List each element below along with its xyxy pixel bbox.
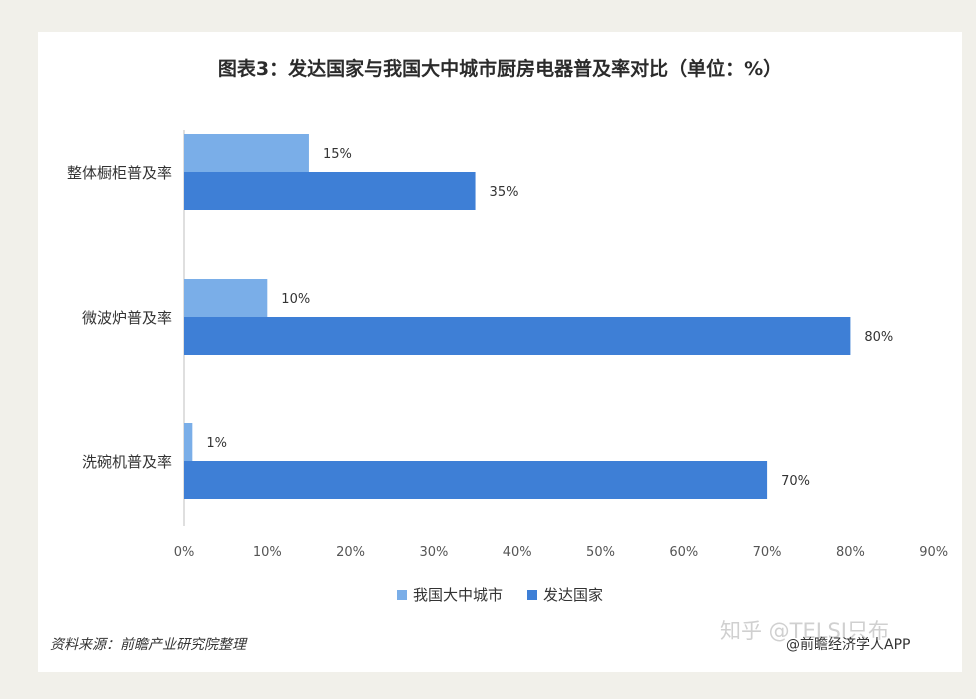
- zhihu-watermark: 知乎 @TELSI只布: [720, 619, 889, 643]
- category-label: 洗碗机普及率: [82, 453, 172, 471]
- credit-note: @前瞻经济学人APP: [786, 637, 911, 653]
- x-tick-label: 80%: [836, 545, 865, 560]
- legend-item-series-2: 发达国家: [527, 584, 603, 605]
- chart-legend: 我国大中城市 发达国家: [38, 584, 962, 605]
- category-label: 微波炉普及率: [82, 309, 172, 327]
- bar: [184, 134, 309, 172]
- bar: [184, 279, 268, 317]
- bar: [184, 423, 193, 461]
- x-tick-label: 50%: [586, 545, 615, 560]
- x-tick-label: 20%: [336, 545, 365, 560]
- category-label: 整体橱柜普及率: [67, 164, 172, 182]
- data-label: 15%: [323, 147, 352, 162]
- legend-item-series-1: 我国大中城市: [396, 584, 503, 605]
- x-tick-label: 40%: [503, 545, 532, 560]
- legend-label-series-1: 我国大中城市: [412, 586, 503, 604]
- chart-card: 图表3：发达国家与我国大中城市厨房电器普及率对比（单位：%） 0% 10% 20% 3…: [38, 32, 962, 672]
- legend-swatch-series-2: [527, 589, 537, 600]
- x-tick-label: 0%: [174, 545, 195, 560]
- x-tick-label: 10%: [253, 545, 282, 560]
- legend-swatch-series-1: [396, 589, 407, 600]
- legend-label-series-2: 发达国家: [543, 586, 604, 604]
- data-label: 70%: [781, 474, 810, 489]
- data-label: 1%: [206, 436, 227, 451]
- data-label: 80%: [864, 330, 893, 345]
- x-tick-label: 60%: [669, 545, 698, 560]
- data-label: 35%: [490, 185, 519, 200]
- data-label: 10%: [281, 292, 310, 307]
- chart-title: 图表3：发达国家与我国大中城市厨房电器普及率对比（单位：%）: [217, 58, 783, 80]
- x-tick-label: 90%: [919, 545, 948, 560]
- bar-chart: 0% 10% 20% 30% 40% 50% 60% 70% 80% 90% 整体橱柜普及率 15% 3…: [67, 130, 948, 560]
- source-note: 资料来源：前瞻产业研究院整理: [50, 637, 246, 653]
- bar: [184, 317, 851, 355]
- x-tick-label: 70%: [753, 545, 782, 560]
- bar: [184, 172, 476, 210]
- bar: [184, 461, 768, 499]
- x-tick-label: 30%: [419, 545, 448, 560]
